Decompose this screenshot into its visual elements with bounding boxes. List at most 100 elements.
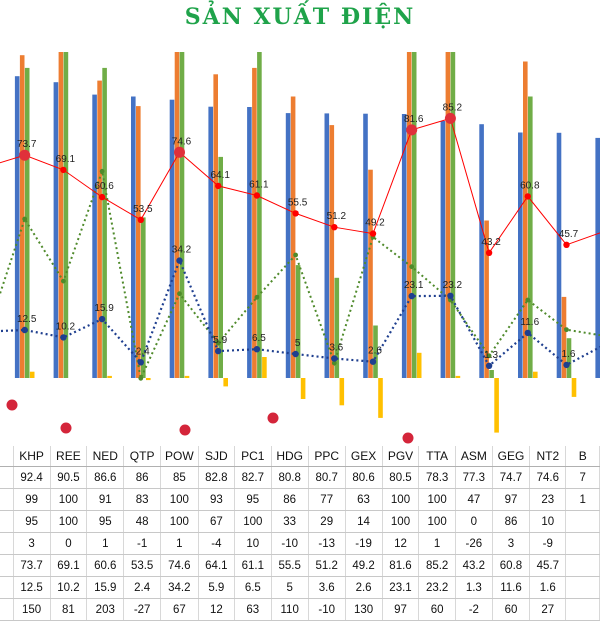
table-cell: 2.6 — [345, 576, 383, 599]
bar-s1-16 — [595, 137, 600, 378]
table-row: 12.5 10.2 15.9 2.4 34.2 5.9 6.5 5 3.6 2.6 23.1 23.2… — [0, 576, 600, 599]
table-cell: -2 — [455, 598, 493, 621]
bar-s1-13 — [479, 124, 484, 378]
blue-series-label-7: 6.5 — [252, 333, 266, 344]
table-cell: 0 — [455, 510, 493, 533]
bar-s4-14 — [533, 371, 538, 378]
red-series-point-14 — [524, 193, 531, 200]
blue-series-point-1 — [21, 326, 28, 334]
blue-series-point-12 — [447, 292, 454, 299]
bar-s4-6 — [223, 378, 228, 387]
table-cell: 10.2 — [50, 576, 88, 599]
red-series-label-2: 69.1 — [56, 154, 76, 165]
bar-s1-7 — [247, 107, 252, 378]
table-cell: 80.5 — [382, 466, 420, 489]
table-cell: 53.5 — [123, 554, 162, 577]
table-cell: 49.2 — [345, 554, 383, 577]
green-series-point-11 — [409, 264, 415, 270]
table-cell: 86 — [271, 488, 309, 511]
table-cell: 78.3 — [418, 466, 456, 489]
table-cell: 91 — [86, 488, 125, 511]
blue-series-point-6 — [215, 347, 222, 355]
table-cell: 85.2 — [418, 554, 456, 577]
table-cell: 7 — [565, 466, 600, 489]
blue-series-label-9: 3.6 — [329, 343, 343, 354]
table-header-row: KHP REE NED QTP POW SJD PC1 HDG PPC GEX PGV TTA ASM G… — [0, 446, 600, 467]
bar-s4-12 — [455, 375, 461, 378]
bar-s4-1 — [29, 371, 35, 378]
bar-s2-10 — [368, 169, 373, 378]
blue-series-point-8 — [292, 350, 299, 358]
table-row: 95 100 95 48 100 67 100 33 29 14 100 100 0 86 10 — [0, 510, 600, 533]
table-header-cell: HDG — [271, 446, 309, 467]
red-series-label-4: 53.5 — [133, 204, 153, 215]
table-cell: 48 — [123, 510, 162, 533]
table-cell: 29 — [308, 510, 346, 533]
bar-s2-13 — [484, 220, 489, 378]
bar-s3-5 — [179, 52, 185, 378]
table-cell: 86.6 — [86, 466, 125, 489]
table-cell: 110 — [271, 598, 309, 621]
green-series-point-7 — [254, 294, 260, 300]
table-cell — [0, 532, 14, 555]
table-row: 99 100 91 83 100 93 95 86 77 63 100 100 47 97 23 1 — [0, 488, 600, 511]
blue-series-point-5 — [176, 257, 183, 264]
table-cell — [565, 576, 600, 599]
red-series-label-13: 43.2 — [481, 237, 501, 248]
table-cell: -27 — [123, 598, 162, 621]
table-cell: 10 — [529, 510, 567, 533]
table-cell: 86 — [492, 510, 531, 533]
table-cell: 60.8 — [492, 554, 531, 577]
table-header-cell: ASM — [455, 446, 493, 467]
bar-s3-6 — [218, 156, 223, 378]
table-header-cell — [0, 446, 14, 467]
table-cell: 1 — [565, 488, 600, 511]
table-cell: 100 — [160, 488, 199, 511]
bar-s1-11 — [401, 114, 407, 378]
bar-s4-9 — [339, 378, 345, 406]
table-cell: 2.4 — [123, 576, 162, 599]
bar-s1-4 — [131, 96, 136, 378]
table-cell: 203 — [86, 598, 125, 621]
table-cell: 100 — [50, 510, 88, 533]
red-series-label-1: 73.7 — [17, 139, 37, 150]
blue-series-point-3 — [98, 315, 106, 323]
table-cell: 95 — [86, 510, 125, 533]
bar-s3-11 — [411, 52, 417, 378]
green-series-point-13 — [486, 353, 492, 359]
green-series-point-2 — [61, 278, 66, 284]
bar-s1-10 — [363, 113, 368, 378]
red-series-point-13 — [485, 249, 493, 256]
table-cell: -1 — [123, 532, 162, 555]
bar-s1-2 — [53, 82, 59, 378]
bar-s3-12 — [450, 52, 456, 378]
table-cell: 1.3 — [455, 576, 493, 599]
table-cell: 63 — [345, 488, 383, 511]
red-series-label-10: 49.2 — [365, 218, 385, 229]
blue-series-point-7 — [253, 346, 261, 353]
data-table: KHP REE NED QTP POW SJD PC1 HDG PPC GEX PGV TTA ASM G… — [0, 446, 600, 621]
blue-series-label-10: 2.6 — [368, 346, 382, 357]
table-cell: 93 — [198, 488, 236, 511]
table-cell: 100 — [382, 510, 420, 533]
bar-s2-4 — [136, 106, 141, 378]
table-cell: 100 — [234, 510, 272, 533]
highlight-marker-1 — [174, 146, 185, 158]
table-cell — [565, 510, 600, 533]
table-cell: -10 — [271, 532, 309, 555]
table-cell: 1 — [160, 532, 199, 555]
table-cell: 43.2 — [455, 554, 493, 577]
table-cell: 95 — [13, 510, 51, 533]
blue-series-point-9 — [331, 355, 338, 362]
blue-series-label-8: 5 — [295, 338, 301, 349]
red-series-point-3 — [98, 193, 106, 201]
blue-series-label-2: 10.2 — [56, 321, 76, 332]
table-cell: -19 — [345, 532, 383, 555]
table-cell — [0, 510, 14, 533]
table-cell: 100 — [418, 488, 456, 511]
table-cell: 0 — [50, 532, 88, 555]
bar-s3-3 — [102, 67, 107, 379]
red-series-label-11: 81.6 — [404, 114, 424, 125]
blue-series-point-14 — [524, 329, 531, 337]
bar-s3-9 — [334, 277, 340, 378]
